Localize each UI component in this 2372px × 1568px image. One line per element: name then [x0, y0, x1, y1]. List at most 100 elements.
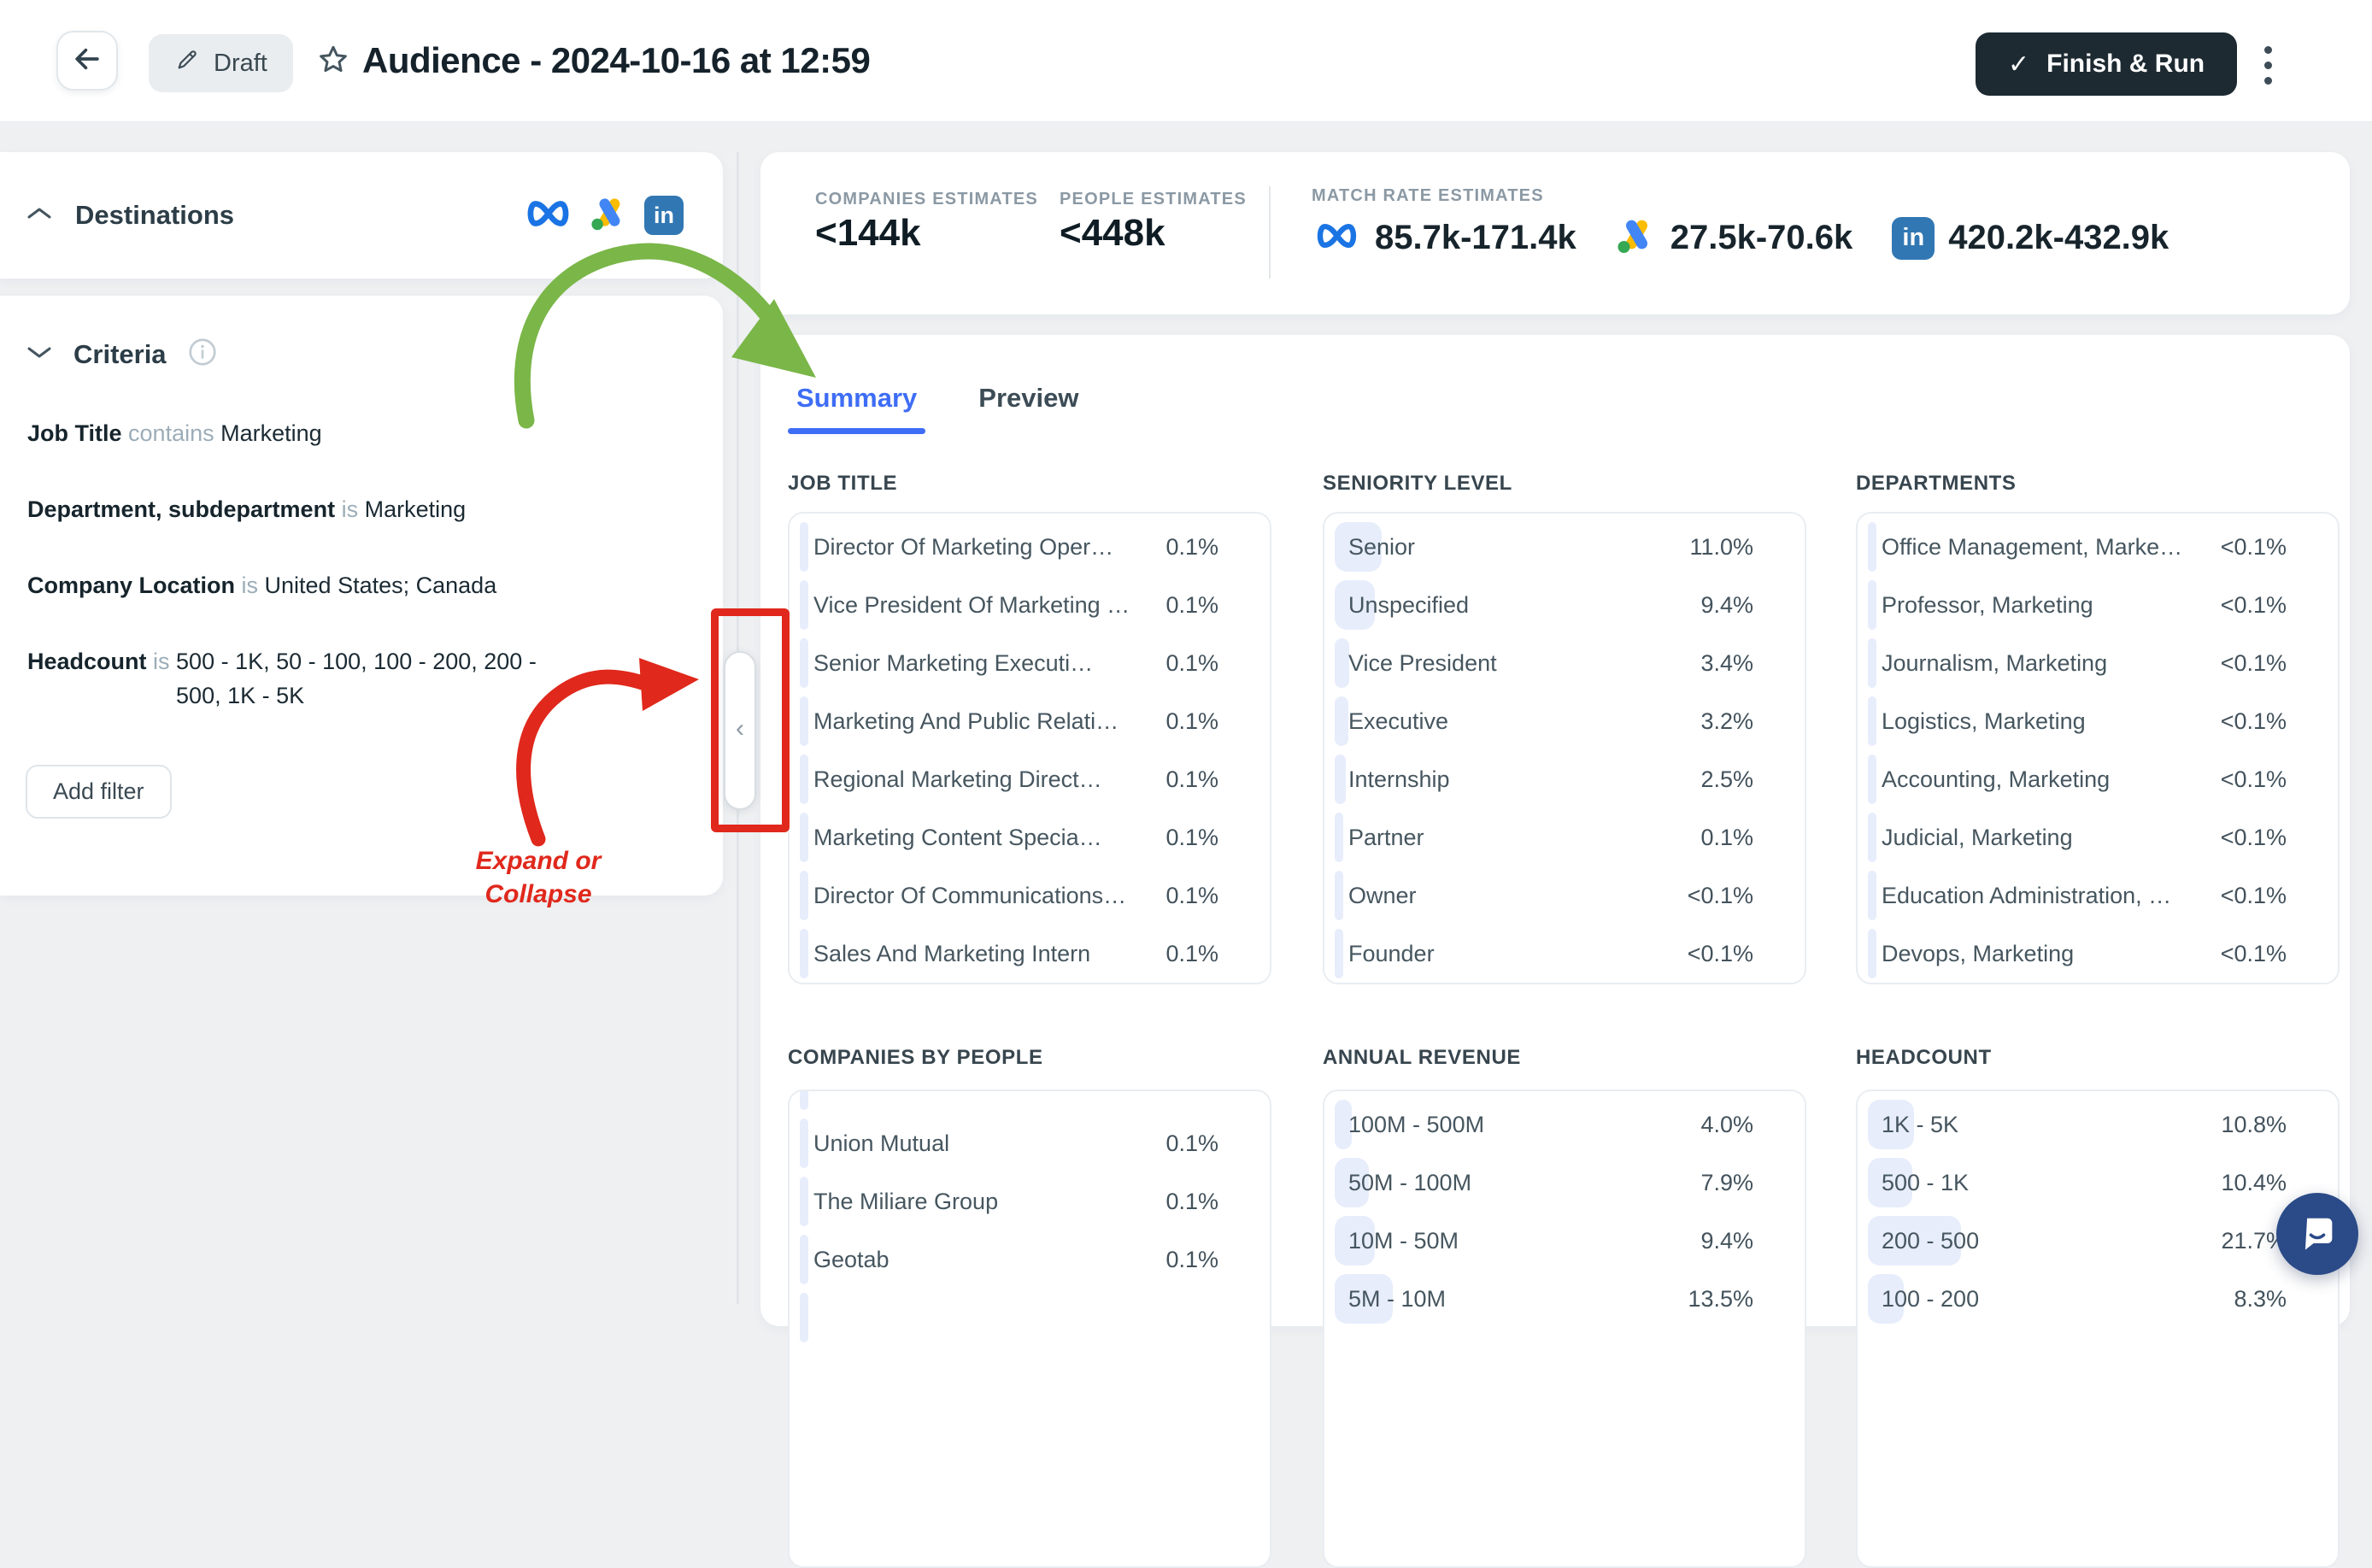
list-item: Senior Marketing Executi… 0.1% [790, 634, 1270, 692]
item-value: <0.1% [2220, 708, 2287, 734]
item-value: 0.1% [1165, 1130, 1218, 1156]
back-button[interactable] [56, 31, 118, 91]
list-item: Vice President 3.4% [1324, 634, 1805, 692]
item-value: 0.1% [1700, 824, 1753, 850]
percentage-bar [1868, 1158, 1912, 1207]
list-item: Regional Marketing Direct… 0.1% [790, 750, 1270, 808]
info-icon[interactable] [187, 337, 218, 372]
card-header: SENIORITY LEVEL [1323, 472, 1512, 495]
percentage-bar [1868, 522, 1876, 572]
list-item: Marketing Content Specia… 0.1% [790, 808, 1270, 866]
percentage-bar [1335, 522, 1382, 572]
percentage-bar [1335, 638, 1349, 688]
percentage-bar [1868, 813, 1876, 862]
list-item: Executive 3.2% [1324, 692, 1805, 750]
match-rate-items: 85.7k-171.4k 27.5k-70.6k in 420.2k-432.9k [1312, 215, 2169, 261]
tab-preview[interactable]: Preview [978, 383, 1079, 413]
item-label: Logistics, Marketing [1882, 708, 2086, 734]
linkedin-icon: in [644, 196, 684, 235]
percentage-bar [1335, 1100, 1352, 1149]
item-label: Professor, Marketing [1882, 591, 2093, 618]
item-value: 3.4% [1700, 649, 1753, 676]
item-value: 0.1% [1165, 1188, 1218, 1214]
item-value: 3.2% [1700, 708, 1753, 734]
page-title: Audience - 2024-10-16 at 12:59 [362, 40, 871, 80]
card-header: DEPARTMENTS [1856, 472, 2017, 495]
match-rate-value: 85.7k-171.4k [1375, 219, 1576, 256]
item-value: 0.1% [1165, 591, 1218, 618]
percentage-bar [800, 1119, 808, 1168]
item-value: 8.3% [2234, 1285, 2287, 1312]
item-label: 200 - 500 [1882, 1227, 1980, 1254]
destinations-collapse-toggle[interactable]: Destinations [26, 200, 521, 231]
card-header: HEADCOUNT [1856, 1046, 1992, 1069]
item-label: 500 - 1K [1882, 1169, 1970, 1195]
percentage-bar [1868, 696, 1876, 746]
card-list[interactable]: Union Mutual 0.1% The Miliare Group 0.1% Geo… [788, 1089, 1271, 1568]
item-value: 9.4% [1700, 1227, 1753, 1254]
item-label: Marketing And Public Relati… [813, 708, 1119, 734]
more-options-kebab-button[interactable] [2251, 41, 2285, 89]
list-item: 50M - 100M 7.9% [1324, 1154, 1805, 1212]
list-item: The Miliare Group 0.1% [790, 1172, 1270, 1230]
list-item [790, 1091, 1270, 1114]
draft-label: Draft [214, 49, 267, 77]
list-item: Devops, Marketing <0.1% [1858, 925, 2338, 983]
top-bar: Draft Audience - 2024-10-16 at 12:59 ✓ F… [0, 0, 2372, 121]
percentage-bar [1335, 696, 1348, 746]
filter-value: Marketing [364, 496, 467, 522]
item-value: 7.9% [1700, 1169, 1753, 1195]
item-label: Owner [1348, 882, 1417, 908]
list-item: Logistics, Marketing <0.1% [1858, 692, 2338, 750]
match-rate-item: 85.7k-171.4k [1312, 218, 1576, 258]
destination-icons: in [521, 194, 684, 238]
pencil-icon [174, 47, 200, 79]
filter-row[interactable]: Company Location is United States; Canad… [27, 568, 689, 602]
chevron-down-icon[interactable] [26, 344, 53, 365]
card-list[interactable]: Senior 11.0% Unspecified 9.4% Vice President… [1323, 512, 1806, 984]
item-value: 13.5% [1688, 1285, 1753, 1312]
match-rate-item: 27.5k-70.6k [1616, 215, 1852, 261]
tab-summary[interactable]: Summary [787, 383, 926, 434]
item-label: 100M - 500M [1348, 1111, 1485, 1137]
add-filter-button[interactable]: Add filter [26, 765, 172, 819]
item-label: Vice President [1348, 649, 1497, 676]
item-label: 10M - 50M [1348, 1227, 1459, 1254]
list-item: Marketing Automation S…0.1% [790, 983, 1270, 984]
match-rate-estimates-label: MATCH RATE ESTIMATES [1312, 186, 1544, 205]
filter-value: 500 - 1K, 50 - 100, 100 - 200, 200 - 500… [176, 649, 537, 708]
finish-and-run-button[interactable]: ✓ Finish & Run [1976, 32, 2238, 96]
item-label: Accounting, Marketing [1882, 766, 2111, 792]
list-item: 1K - 5K 10.8% [1858, 1095, 2338, 1154]
draft-status-badge[interactable]: Draft [149, 34, 293, 92]
favorite-star-button[interactable] [314, 43, 352, 80]
item-value: 0.1% [1165, 824, 1218, 850]
estimates-panel: COMPANIES ESTIMATES <144k PEOPLE ESTIMAT… [760, 152, 2350, 314]
card-list[interactable]: Office Management, Marke… <0.1% Professor,… [1856, 512, 2340, 984]
filter-row[interactable]: Headcount is 500 - 1K, 50 - 100, 100 - 2… [27, 644, 689, 713]
item-value: <0.1% [2220, 649, 2287, 676]
item-label: Sales And Marketing Intern [813, 940, 1091, 966]
card-list[interactable]: Director Of Marketing Oper… 0.1% Vice Pres… [788, 512, 1271, 984]
panel-collapse-handle[interactable]: ‹ [724, 651, 756, 810]
annotation-expand-collapse-label: Expand or Collapse [475, 847, 602, 908]
criteria-section: Criteria Job Title contains Marketing Dep… [0, 296, 723, 896]
percentage-bar [1868, 1216, 1961, 1266]
back-arrow-icon [71, 43, 103, 79]
filter-value: Marketing [220, 420, 322, 446]
list-item: Sales And Marketing Intern 0.1% [790, 925, 1270, 983]
filter-row[interactable]: Job Title contains Marketing [27, 416, 689, 450]
filter-row[interactable]: Department, subdepartment is Marketing [27, 492, 689, 526]
card-list[interactable]: 100M - 500M 4.0% 50M - 100M 7.9% 10M - 50M 9.… [1323, 1089, 1806, 1568]
percentage-bar [1868, 871, 1876, 920]
chevron-up-icon [26, 205, 53, 226]
chat-launcher-button[interactable] [2276, 1193, 2358, 1275]
item-value: 0.1% [1165, 940, 1218, 966]
card-list[interactable]: 1K - 5K 10.8% 500 - 1K 10.4% 200 - 500 21.7% 1… [1856, 1089, 2340, 1568]
filter-field: Job Title [27, 420, 122, 446]
item-label: Senior [1348, 533, 1416, 560]
companies-estimates-label: COMPANIES ESTIMATES [815, 190, 1038, 208]
item-label: Regional Marketing Direct… [813, 766, 1102, 792]
item-label: Senior Marketing Executi… [813, 649, 1094, 676]
